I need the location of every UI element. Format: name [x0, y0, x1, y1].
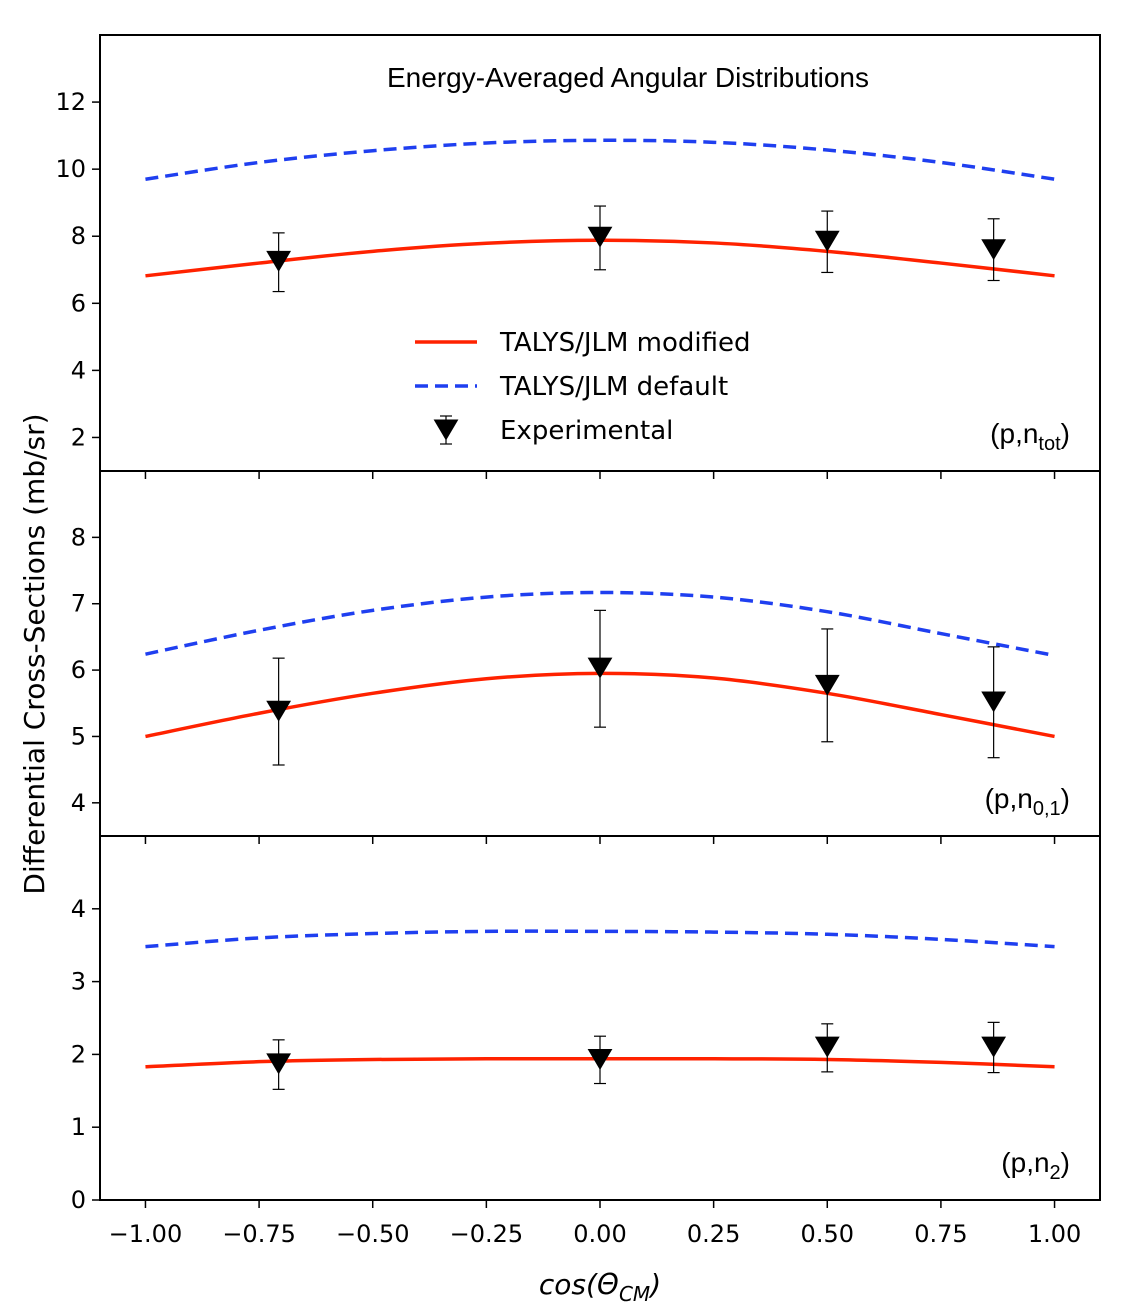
y-tick-label: 8: [71, 222, 86, 250]
experimental-point: [814, 230, 840, 252]
experimental-point: [266, 1053, 292, 1075]
y-tick-label: 6: [71, 656, 86, 684]
x-tick-label: 0.00: [573, 1220, 626, 1248]
y-tick-label: 2: [71, 1040, 86, 1068]
y-tick-label: 7: [71, 590, 86, 618]
panel-label-subscript: 2: [1050, 1162, 1061, 1184]
plot-layer: 24681012(p,ntot)45678(p,n0,1)01234−1.00−…: [55, 34, 1101, 1248]
y-tick-label: 1: [71, 1113, 86, 1141]
panel-reaction-label: (p,n0,1): [985, 783, 1070, 820]
legend-swatch-marker: [433, 419, 459, 441]
x-tick-label: 0.50: [801, 1220, 854, 1248]
x-tick-label: 1.00: [1028, 1220, 1081, 1248]
series-default-line: [145, 929, 1055, 949]
experimental-point: [981, 239, 1007, 261]
panel-label-main: (p,n: [985, 783, 1033, 814]
panel-frame: [99, 835, 1101, 1201]
y-tick-label: 5: [71, 722, 86, 750]
chart-title: Energy-Averaged Angular Distributions: [387, 62, 869, 93]
legend-entry: Experimental: [433, 415, 673, 446]
experimental-point: [981, 1036, 1007, 1058]
series-default-line: [145, 138, 1055, 181]
y-tick-label: 3: [71, 968, 86, 996]
y-tick-label: 12: [55, 88, 86, 116]
y-tick-label: 8: [71, 523, 86, 551]
x-tick-label: 0.25: [687, 1220, 740, 1248]
y-tick-label: 6: [71, 289, 86, 317]
legend: TALYS/JLM modified TALYS/JLM default Exper…: [415, 328, 751, 446]
panel-label-main: (p,n: [990, 418, 1038, 449]
panel-2: 4 5 6 7 8 (p,n0,1): [71, 470, 1101, 844]
y-tick-label: 0: [71, 1186, 86, 1214]
panel-label-close: ): [1061, 418, 1070, 449]
panel-label-subscript: tot: [1038, 433, 1061, 455]
x-axis-title: cos(ΘCM): [539, 1268, 661, 1306]
x-tick-label: 0.75: [914, 1220, 967, 1248]
y-tick-label: 4: [71, 895, 86, 923]
panel-3: 0 1 2 3 4 −1.00 −0.75 −0.50 −0.25 0.00 0.25 0.50 0.7…: [71, 835, 1101, 1248]
panel-reaction-label: (p,ntot): [990, 418, 1070, 455]
x-tick-label: −0.25: [450, 1220, 524, 1248]
panel-label-main: (p,n: [1001, 1147, 1049, 1178]
experimental-point: [266, 700, 292, 722]
panel-label-subscript: 0,1: [1033, 798, 1061, 820]
experimental-point: [266, 250, 292, 272]
y-tick-label: 4: [71, 789, 86, 817]
x-axis-title-subscript: CM: [619, 1282, 650, 1306]
y-tick-label: 2: [71, 423, 86, 451]
series-default-line: [145, 590, 1055, 658]
legend-entry: TALYS/JLM modified: [415, 328, 751, 358]
y-tick-label: 4: [71, 356, 86, 384]
experimental-point: [587, 1049, 613, 1070]
x-tick-label: −0.75: [222, 1220, 296, 1248]
x-tick-label: −1.00: [109, 1220, 183, 1248]
legend-label: TALYS/JLM modified: [499, 328, 751, 358]
experimental-point: [587, 226, 613, 248]
panel-label-close: ): [1061, 1147, 1070, 1178]
experimental-point: [814, 1036, 840, 1058]
y-axis-title: Differential Cross-Sections (mb/sr): [18, 413, 51, 894]
panel-label-close: ): [1061, 783, 1070, 814]
experimental-point: [587, 657, 613, 679]
y-tick-label: 10: [55, 155, 86, 183]
legend-label: TALYS/JLM default: [499, 372, 728, 402]
legend-label: Experimental: [500, 416, 673, 446]
x-axis-title-close: ): [648, 1268, 661, 1301]
panel-reaction-label: (p,n2): [1001, 1147, 1070, 1184]
panel-1: 2 4 6 8 10 12 (p,ntot): [55, 34, 1101, 479]
x-axis-title-base: cos(Θ: [539, 1268, 619, 1301]
experimental-point: [814, 674, 840, 696]
experimental-point: [981, 691, 1007, 713]
x-tick-label: −0.50: [336, 1220, 410, 1248]
legend-entry: TALYS/JLM default: [415, 372, 728, 402]
